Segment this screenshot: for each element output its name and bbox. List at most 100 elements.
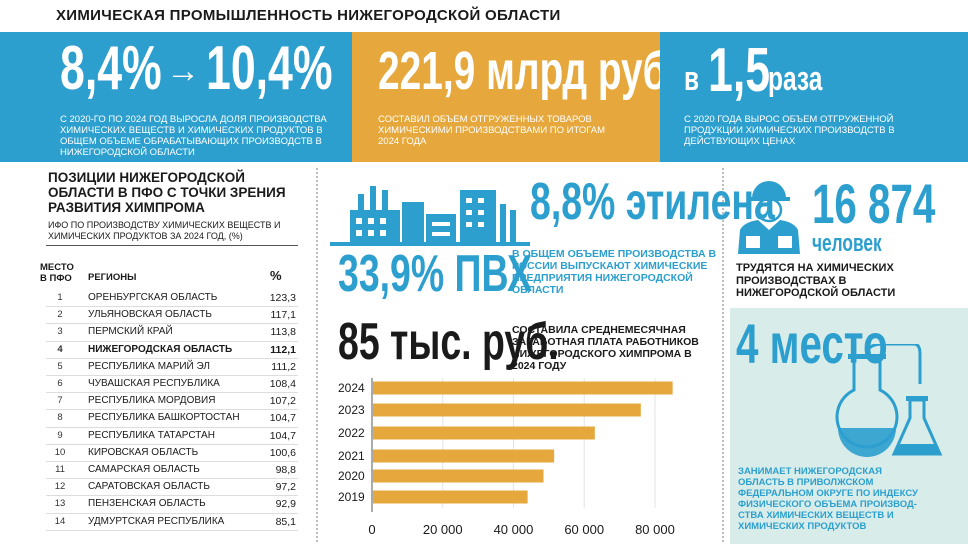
- region-cell: ОРЕНБУРГСКАЯ ОБЛАСТЬ: [88, 292, 218, 303]
- value-cell: 113,8: [270, 326, 297, 339]
- table-row: 5 РЕСПУБЛИКА МАРИЙ ЭЛ 111,2: [46, 359, 298, 376]
- bar-2019: [373, 490, 528, 504]
- bar-2023: [373, 403, 641, 417]
- rank-cell: 11: [55, 464, 65, 475]
- x-tick-label: 40 000: [494, 522, 534, 537]
- bar-2024: [373, 381, 673, 395]
- table-row: 14 УДМУРТСКАЯ РЕСПУБЛИКА 85,1: [46, 514, 298, 531]
- rank-cell: 14: [54, 515, 66, 527]
- region-cell: ЧУВАШСКАЯ РЕСПУБЛИКА: [88, 378, 220, 389]
- page-title: ХИМИЧЕСКАЯ ПРОМЫШЛЕННОСТЬ НИЖЕГОРОДСКОЙ …: [56, 7, 561, 24]
- category-label: 2023: [338, 403, 365, 417]
- ranking-rule: [46, 245, 298, 246]
- workers-unit: человек: [812, 230, 882, 257]
- salary-chart: 0 20 000 40 000 60 000 80 000 2024 2023 2022 202…: [338, 378, 675, 537]
- value-cell: 111,2: [271, 360, 296, 373]
- category-label: 2024: [338, 381, 365, 395]
- table-row: 1 ОРЕНБУРГСКАЯ ОБЛАСТЬ 123,3: [46, 290, 298, 308]
- workers-text: ТРУДЯТСЯ НА ХИМИЧЕСКИХ ПРОИЗВОДСТВАХ В Н…: [736, 262, 896, 299]
- growth-value: 1,5: [708, 36, 771, 105]
- region-cell: РЕСПУБЛИКА БАШКОРТОСТАН: [88, 412, 240, 424]
- region-cell: УЛЬЯНОВСКАЯ ОБЛАСТЬ: [88, 309, 212, 321]
- rank-cell: 10: [54, 446, 66, 458]
- rank-cell: 1: [57, 292, 63, 303]
- share-text: С 2020-ГО ПО 2024 ГОД ВЫРОСЛА ДОЛЯ ПРОИЗ…: [60, 114, 327, 158]
- rank-cell: 3: [57, 326, 63, 338]
- value-cell: 85,1: [275, 515, 296, 528]
- divider: [316, 168, 318, 542]
- bar-2020: [373, 469, 544, 483]
- banner-share: 8,4% → 10,4% С 2020-ГО ПО 2024 ГОД ВЫРОС…: [0, 32, 352, 162]
- x-tick-label: 80 000: [635, 522, 675, 537]
- value-cell: 104,7: [269, 412, 296, 425]
- value-cell: 104,7: [269, 429, 296, 442]
- worker-icon: [738, 181, 800, 254]
- bar-2022: [373, 426, 595, 440]
- region-cell: САРАТОВСКАЯ ОБЛАСТЬ: [88, 481, 210, 493]
- volume-value: 221,9 млрд руб.: [378, 41, 678, 101]
- ranking-subtitle: ИФО ПО ПРОИЗВОДСТВУ ХИМИЧЕСКИХ ВЕЩЕСТВ И…: [48, 220, 281, 241]
- flask-icon: [835, 344, 943, 457]
- bar-2021: [373, 449, 555, 463]
- category-label: 2019: [338, 490, 365, 504]
- region-cell: НИЖЕГОРОДСКАЯ ОБЛАСТЬ: [88, 343, 233, 355]
- table-row: 11 САМАРСКАЯ ОБЛАСТЬ 98,8: [46, 462, 298, 480]
- arrow-icon: →: [166, 52, 200, 90]
- region-cell: ПЕРМСКИЙ КРАЙ: [88, 326, 173, 338]
- x-tick-label: 0: [368, 522, 375, 537]
- growth-suffix: раза: [768, 60, 823, 98]
- workers-value: 16 874: [812, 172, 936, 235]
- pvc-value: 33,9% ПВХ: [338, 245, 533, 303]
- table-row: 9 РЕСПУБЛИКА ТАТАРСТАН 104,7: [46, 428, 298, 445]
- banner-volume: 221,9 млрд руб. СОСТАВИЛ ОБЪЕМ ОТГРУЖЕНН…: [352, 32, 677, 162]
- x-tick-label: 20 000: [423, 522, 463, 537]
- table-row: 12 САРАТОВСКАЯ ОБЛАСТЬ 97,2: [46, 479, 298, 497]
- salary-value: 85 тыс. руб.: [338, 313, 559, 371]
- table-row: 10 КИРОВСКАЯ ОБЛАСТЬ 100,6: [46, 445, 298, 462]
- region-cell: САМАРСКАЯ ОБЛАСТЬ: [88, 464, 200, 475]
- table-row: 13 ПЕНЗЕНСКАЯ ОБЛАСТЬ 92,9: [46, 496, 298, 514]
- table-row: 7 РЕСПУБЛИКА МОРДОВИЯ 107,2: [46, 393, 298, 411]
- value-cell: 117,1: [270, 309, 297, 322]
- region-cell: УДМУРТСКАЯ РЕСПУБЛИКА: [88, 515, 225, 527]
- region-cell: РЕСПУБЛИКА ТАТАРСТАН: [88, 429, 215, 441]
- value-cell: 107,2: [269, 395, 296, 408]
- col-region-header: РЕГИОНЫ: [88, 272, 137, 283]
- growth-prefix: в: [684, 60, 700, 98]
- region-cell: РЕСПУБЛИКА МАРИЙ ЭЛ: [88, 360, 210, 372]
- region-cell: РЕСПУБЛИКА МОРДОВИЯ: [88, 395, 216, 407]
- category-label: 2022: [338, 426, 365, 440]
- rank-cell: 6: [57, 378, 63, 389]
- divider: [722, 168, 724, 542]
- rank-cell: 2: [57, 309, 63, 321]
- value-cell: 97,2: [275, 481, 296, 494]
- region-cell: ПЕНЗЕНСКАЯ ОБЛАСТЬ: [88, 498, 206, 510]
- rank-cell: 7: [57, 395, 63, 407]
- rank-cell: 5: [57, 360, 63, 372]
- category-label: 2021: [338, 449, 365, 463]
- ranking-title: ПОЗИЦИИ НИЖЕГОРОДСКОЙ ОБЛАСТИ В ПФО С ТО…: [48, 170, 286, 215]
- table-row: 3 ПЕРМСКИЙ КРАЙ 113,8: [46, 324, 298, 342]
- table-row: 6 ЧУВАШСКАЯ РЕСПУБЛИКА 108,4: [46, 376, 298, 394]
- value-cell: 100,6: [269, 446, 296, 459]
- salary-text: СОСТАВИЛА СРЕДНЕМЕСЯЧНАЯ ЗАРАБОТНАЯ ПЛАТ…: [512, 324, 699, 372]
- rank-cell: 8: [57, 412, 63, 424]
- value-cell: 123,3: [269, 292, 296, 304]
- region-cell: КИРОВСКАЯ ОБЛАСТЬ: [88, 446, 199, 458]
- value-cell: 92,9: [275, 498, 296, 511]
- table-row: 2 УЛЬЯНОВСКАЯ ОБЛАСТЬ 117,1: [46, 307, 298, 325]
- rank-cell: 12: [54, 481, 66, 493]
- banner-growth: в 1,5 раза С 2020 ГОДА ВЫРОС ОБЪЕМ ОТГРУ…: [660, 32, 968, 162]
- place-text: ЗАНИМАЕТ НИЖЕГОРОДСКАЯ ОБЛАСТЬ В ПРИВОЛЖ…: [738, 466, 918, 532]
- factory-icon: [330, 186, 530, 246]
- share-to: 10,4%: [206, 34, 333, 103]
- value-cell: 112,1: [270, 343, 296, 356]
- value-cell: 98,8: [275, 464, 296, 476]
- place-value: 4 место: [736, 312, 888, 375]
- value-cell: 108,4: [269, 378, 296, 390]
- rank-cell: 4: [57, 343, 63, 355]
- share-from: 8,4%: [60, 34, 162, 103]
- table-row: 4 НИЖЕГОРОДСКАЯ ОБЛАСТЬ 112,1: [46, 342, 298, 359]
- col-rank-header: МЕСТО В ПФО: [40, 262, 74, 284]
- growth-text: С 2020 ГОДА ВЫРОС ОБЪЕМ ОТГРУЖЕННОЙ ПРОД…: [684, 114, 895, 147]
